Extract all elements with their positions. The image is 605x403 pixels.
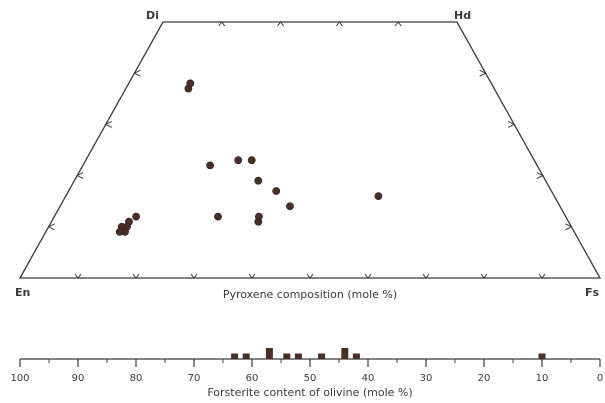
olivine-tick-label: 70: [188, 373, 201, 384]
quad-left-tick: [47, 223, 55, 231]
pyroxene-point: [115, 227, 124, 236]
vertex-label-fs: Fs: [585, 286, 600, 299]
quad-bottom-tick: [190, 273, 198, 279]
olivine-tick-label: 20: [478, 373, 491, 384]
pyroxene-point: [254, 176, 263, 185]
pyroxene-point: [214, 212, 222, 221]
quad-right-tick: [565, 223, 573, 231]
olivine-bar: [294, 353, 302, 359]
quad-bottom-tick: [306, 273, 314, 279]
olivine-bar: [242, 353, 250, 359]
vertex-label-hd: Hd: [454, 9, 471, 22]
pyroxene-axis-label: Pyroxene composition (mole %): [223, 288, 397, 301]
quad-bottom-tick: [422, 273, 430, 279]
olivine-axis-ticks: 100 90 80 70 60 50 40 30 20 10 0: [10, 359, 603, 384]
quad-left-tick: [104, 120, 113, 128]
olivine-bar: [318, 353, 326, 359]
olivine-bar: [231, 353, 239, 359]
quad-top-tick: [336, 21, 343, 27]
quad-right-tick: [536, 172, 544, 180]
olivine-tick-label: 100: [10, 373, 29, 384]
quad-left-tick: [76, 172, 84, 180]
pyroxene-point: [374, 192, 383, 200]
pyroxene-point: [272, 187, 281, 195]
quad-top-tick: [218, 21, 226, 27]
vertex-label-en: En: [15, 286, 30, 299]
olivine-tick-label: 40: [362, 373, 375, 384]
quad-bottom-tick: [364, 273, 372, 279]
olivine-tick-label: 60: [246, 373, 259, 384]
quad-bottom-tick: [74, 273, 82, 279]
pyroxene-quadrilateral: [18, 21, 602, 279]
olivine-axis-label: Forsterite content of olivine (mole %): [207, 386, 412, 399]
quad-bottom-tick: [538, 273, 546, 279]
pyroxene-point: [286, 202, 294, 211]
olivine-bar: [352, 353, 360, 359]
quad-left-tick: [133, 69, 141, 77]
olivine-tick-label: 10: [536, 373, 549, 384]
quad-top-tick: [394, 21, 402, 27]
pyroxene-point: [132, 212, 140, 221]
olivine-tick-label: 80: [130, 373, 143, 384]
olivine-bar: [283, 353, 291, 359]
pyroxene-point: [247, 156, 256, 165]
pyroxene-point: [254, 212, 263, 221]
quad-bottom-tick: [132, 273, 140, 279]
olivine-tick-label: 0: [597, 373, 603, 384]
olivine-bar: [265, 348, 273, 359]
olivine-bar: [538, 353, 546, 359]
olivine-bar: [341, 348, 349, 359]
olivine-tick-label: 30: [420, 373, 433, 384]
quad-bottom-tick: [248, 273, 256, 279]
pyroxene-point: [234, 156, 243, 165]
quad-bottom-tick: [480, 273, 488, 279]
quadrilateral-ticks: [47, 21, 573, 279]
olivine-tick-label: 50: [304, 373, 317, 384]
pyroxene-point: [186, 79, 195, 88]
quad-right-tick: [479, 69, 487, 77]
pyroxene-points: [115, 79, 383, 236]
pyroxene-point: [206, 161, 214, 170]
vertex-label-di: Di: [146, 9, 159, 22]
olivine-bars: [231, 348, 546, 359]
quad-top-tick: [277, 21, 284, 27]
olivine-tick-label: 90: [72, 373, 85, 384]
quad-right-tick: [507, 120, 516, 128]
